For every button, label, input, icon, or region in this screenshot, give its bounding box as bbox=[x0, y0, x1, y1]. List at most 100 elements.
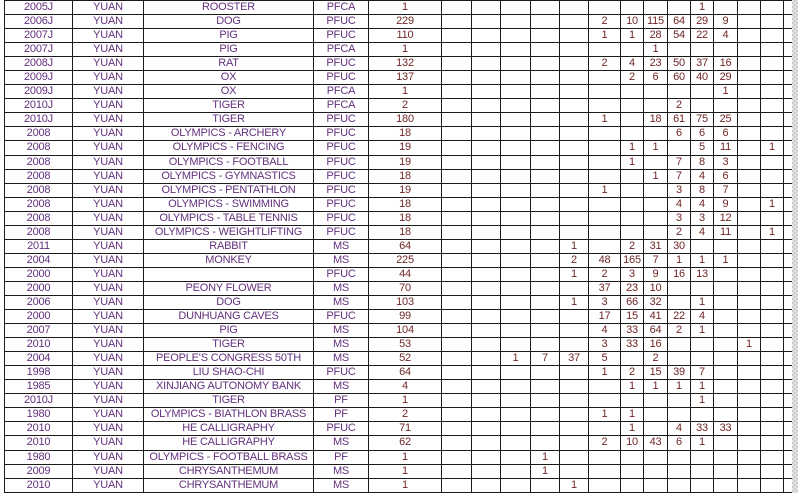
total-cell: 18 bbox=[369, 211, 442, 226]
grade-count-cell bbox=[560, 15, 589, 30]
grade-count-cell bbox=[560, 464, 589, 479]
grade-count-cell bbox=[442, 169, 472, 184]
grade-count-cell: 1 bbox=[644, 141, 668, 156]
description-cell: DOG bbox=[144, 15, 314, 30]
grade-count-cell: 11 bbox=[714, 141, 738, 156]
grade-count-cell bbox=[501, 169, 531, 184]
grade-count-cell: 9 bbox=[644, 267, 668, 282]
table-outside-background bbox=[792, 0, 798, 493]
currency-cell: YUAN bbox=[73, 478, 144, 493]
description-cell: TIGER bbox=[144, 113, 314, 128]
grade-count-cell bbox=[531, 169, 560, 184]
grade-count-cell bbox=[738, 197, 761, 212]
grade-count-cell bbox=[442, 57, 472, 72]
total-cell: 64 bbox=[369, 239, 442, 254]
grade-count-cell: 4 bbox=[668, 197, 691, 212]
grade-count-cell: 37 bbox=[560, 352, 589, 367]
grade-count-cell bbox=[531, 183, 560, 198]
grade-count-cell bbox=[761, 380, 784, 395]
grade-count-cell bbox=[761, 57, 784, 72]
grade-cell: MS bbox=[314, 295, 369, 311]
grade-count-cell: 29 bbox=[691, 15, 714, 30]
grade-cell: MS bbox=[314, 464, 369, 479]
grade-count-cell bbox=[442, 29, 472, 44]
year-cell: 2004 bbox=[5, 253, 73, 268]
grade-count-cell bbox=[531, 338, 560, 353]
grade-count-cell: 30 bbox=[668, 239, 691, 254]
description-cell: DUNHUANG CAVES bbox=[144, 310, 314, 325]
grade-count-cell bbox=[761, 169, 784, 184]
year-cell: 2007 bbox=[5, 324, 73, 339]
grade-count-cell bbox=[472, 127, 501, 142]
grade-count-cell bbox=[531, 253, 560, 268]
description-cell: TIGER bbox=[144, 394, 314, 409]
grade-count-cell bbox=[714, 99, 738, 114]
table-row: 2008 YUAN OLYMPICS - TABLE TENNIS PFUC 18 3 3 1… bbox=[5, 211, 793, 226]
grade-count-cell bbox=[738, 295, 761, 311]
grade-cell: MS bbox=[314, 352, 369, 367]
grade-count-cell: 1 bbox=[761, 141, 784, 156]
grade-count-cell bbox=[691, 338, 714, 353]
grade-count-cell: 33 bbox=[621, 324, 644, 339]
currency-cell: YUAN bbox=[73, 408, 144, 423]
grade-count-cell bbox=[761, 71, 784, 86]
grade-count-cell: 2 bbox=[560, 253, 589, 268]
year-cell: 2009J bbox=[5, 71, 73, 86]
grade-count-cell bbox=[501, 394, 531, 409]
grade-count-cell bbox=[761, 295, 784, 311]
grade-count-cell: 1 bbox=[621, 141, 644, 156]
grade-count-cell: 28 bbox=[644, 29, 668, 44]
grade-count-cell bbox=[442, 113, 472, 128]
grade-count-cell bbox=[621, 394, 644, 409]
grade-count-cell bbox=[644, 478, 668, 493]
grade-cell: PFUC bbox=[314, 141, 369, 156]
grade-count-cell bbox=[501, 225, 531, 240]
grade-count-cell bbox=[691, 450, 714, 465]
grade-count-cell: 3 bbox=[589, 338, 621, 353]
grade-count-cell: 9 bbox=[714, 15, 738, 30]
grade-count-cell: 4 bbox=[691, 169, 714, 184]
grade-count-cell bbox=[442, 310, 472, 325]
total-cell: 1 bbox=[369, 478, 442, 493]
currency-cell: YUAN bbox=[73, 464, 144, 479]
grade-cell: PF bbox=[314, 450, 369, 465]
grade-count-cell bbox=[442, 99, 472, 114]
currency-cell: YUAN bbox=[73, 71, 144, 86]
grade-count-cell: 1 bbox=[501, 352, 531, 367]
grade-count-cell bbox=[761, 99, 784, 114]
grade-count-cell bbox=[531, 211, 560, 226]
grade-count-cell bbox=[531, 478, 560, 493]
currency-cell: YUAN bbox=[73, 281, 144, 296]
grade-count-cell bbox=[691, 43, 714, 58]
year-cell: 2010 bbox=[5, 436, 73, 451]
grade-count-cell bbox=[531, 422, 560, 437]
grade-count-cell bbox=[589, 71, 621, 86]
grade-count-cell bbox=[714, 281, 738, 296]
grade-count-cell: 1 bbox=[589, 366, 621, 381]
total-cell: 1 bbox=[369, 85, 442, 100]
description-cell: HE CALLIGRAPHY bbox=[144, 436, 314, 451]
grade-count-cell bbox=[472, 267, 501, 282]
table-row: 2008 YUAN OLYMPICS - WEIGHTLIFTING PFUC 18 2 4… bbox=[5, 225, 793, 240]
year-cell: 1998 bbox=[5, 366, 73, 381]
total-cell: 229 bbox=[369, 15, 442, 30]
description-cell: OLYMPICS - GYMNASTICS bbox=[144, 169, 314, 184]
grade-count-cell bbox=[589, 127, 621, 142]
table-row: 2008 YUAN OLYMPICS - FENCING PFUC 19 1 1 5 11 1 bbox=[5, 141, 793, 156]
grade-count-cell bbox=[560, 85, 589, 100]
grade-count-cell bbox=[589, 394, 621, 409]
grade-count-cell bbox=[531, 225, 560, 240]
grade-count-cell bbox=[668, 394, 691, 409]
description-cell: CHRYSANTHEMUM bbox=[144, 478, 314, 493]
description-cell: TIGER bbox=[144, 338, 314, 353]
total-cell: 1 bbox=[369, 1, 442, 16]
grade-count-cell bbox=[531, 43, 560, 58]
grade-count-cell bbox=[560, 127, 589, 142]
grade-count-cell bbox=[714, 239, 738, 254]
grade-count-cell bbox=[738, 183, 761, 198]
table-row: 2006 YUAN DOG MS 103 1 3 66 32 1 bbox=[5, 295, 793, 311]
grade-count-cell: 1 bbox=[691, 380, 714, 395]
grade-count-cell bbox=[560, 57, 589, 72]
grade-count-cell bbox=[472, 478, 501, 493]
total-cell: 19 bbox=[369, 141, 442, 156]
